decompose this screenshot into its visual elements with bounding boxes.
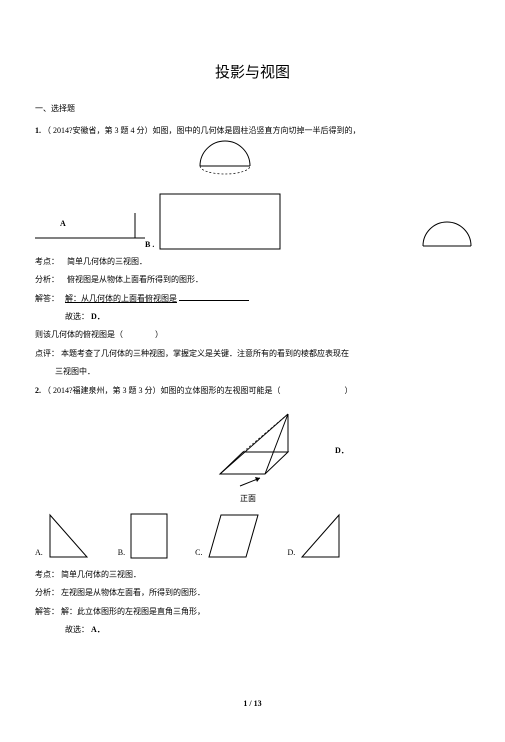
q2-jieda-label: 解答： bbox=[35, 607, 59, 616]
q2-fenxi: 分析： 左视图是从物体左面看，所得到的图形． bbox=[35, 586, 470, 600]
q2-fenxi-label: 分析： bbox=[35, 588, 59, 597]
q2-gux-label: 故选： bbox=[65, 625, 89, 634]
q2-stem: 2. （ 2014?福建泉州，第 3 题 3 分）如图的立体图形的左视图可能是（… bbox=[35, 384, 470, 398]
q1-figure-row: A B . bbox=[35, 149, 470, 249]
right-triangle-right-icon bbox=[299, 512, 344, 560]
jieda-text: 解：从几何体的上面看俯视图是 bbox=[65, 294, 177, 303]
q2-kaodian-label: 考点： bbox=[35, 570, 59, 579]
kaodian-label: 考点： bbox=[35, 257, 59, 266]
q2-jieda: 解答： 解：此立体图形的左视图是直角三角形， bbox=[35, 605, 470, 619]
section-label: 一、选择题 bbox=[35, 102, 470, 116]
page-number: 1 / 13 bbox=[35, 697, 470, 711]
q1-dianping: 点评： 本题考查了几何体的三种视图，掌握定义是关键．注意所有的看到的棱都应表现在 bbox=[35, 347, 470, 361]
q2-kaodian: 考点： 简单几何体的三视图． bbox=[35, 568, 470, 582]
semicircle-icon bbox=[420, 219, 475, 249]
optD-label: D. bbox=[287, 546, 295, 560]
q2-prism-row: 正面 D． bbox=[35, 404, 470, 504]
q1-label-B: B . bbox=[145, 238, 154, 252]
page-title: 投影与视图 bbox=[35, 60, 470, 87]
q2-jieda-text: 解：此立体图形的左视图是直角三角形， bbox=[61, 607, 205, 616]
q1-ze: 则该几何体的俯视图是（ ） bbox=[35, 328, 470, 342]
kaodian-text: 简单几何体的三视图． bbox=[67, 257, 147, 266]
q2-num: 2. bbox=[35, 386, 41, 395]
gux-value: D． bbox=[91, 312, 105, 321]
jieda-label: 解答： bbox=[35, 294, 59, 303]
q1-num: 1. bbox=[35, 126, 41, 135]
dianping-label: 点评： bbox=[35, 349, 59, 358]
q1-gux: 故选： D． bbox=[65, 310, 470, 324]
q1-sanshitu: 三视图中． bbox=[55, 365, 470, 379]
rectangle-option-icon bbox=[129, 512, 169, 560]
right-triangle-left-icon bbox=[47, 512, 92, 560]
q2-fenxi-text: 左视图是从物体左面看，所得到的图形． bbox=[61, 588, 205, 597]
fenxi-text: 俯视图是从物体上面看所得到的图形． bbox=[67, 275, 203, 284]
dianping-text: 本题考查了几何体的三种视图，掌握定义是关键．注意所有的看到的棱都应表现在 bbox=[61, 349, 349, 358]
q2-gux-value: A． bbox=[91, 625, 105, 634]
blank-line bbox=[179, 300, 249, 301]
option-D: D. bbox=[287, 512, 344, 560]
rectangle-icon bbox=[160, 194, 280, 249]
q1-fenxi: 分析： 俯视图是从物体上面看所得到的图形． bbox=[35, 273, 470, 287]
q1-kaodian: 考点： 简单几何体的三视图． bbox=[35, 255, 470, 269]
page: 投影与视图 一、选择题 1. （ 2014?安徽省，第 3 题 4 分）如图，图… bbox=[0, 0, 505, 742]
half-cylinder-icon bbox=[190, 131, 260, 191]
q1-jieda: 解答： 解：从几何体的上面看俯视图是 bbox=[35, 292, 470, 306]
optA-label: A. bbox=[35, 546, 43, 560]
gux-label: 故选： bbox=[65, 312, 89, 321]
baseline-A-icon bbox=[35, 213, 145, 243]
q2-kaodian-text: 简单几何体的三视图． bbox=[61, 570, 141, 579]
optB-label: B. bbox=[118, 546, 125, 560]
zhengmian-label: 正面 bbox=[240, 492, 256, 506]
q2-D-label: D． bbox=[335, 444, 349, 458]
parallelogram-icon bbox=[206, 512, 261, 560]
q2-text: （ 2014?福建泉州，第 3 题 3 分）如图的立体图形的左视图可能是（ ） bbox=[43, 386, 353, 395]
option-A: A. bbox=[35, 512, 92, 560]
q2-options: A. B. C. D. bbox=[35, 512, 470, 560]
optC-label: C. bbox=[195, 546, 202, 560]
option-C: C. bbox=[195, 512, 261, 560]
option-B: B. bbox=[118, 512, 169, 560]
q1-label-A: A bbox=[60, 217, 66, 231]
prism-icon bbox=[210, 404, 300, 494]
fenxi-label: 分析： bbox=[35, 275, 59, 284]
q2-gux: 故选： A． bbox=[65, 623, 470, 637]
